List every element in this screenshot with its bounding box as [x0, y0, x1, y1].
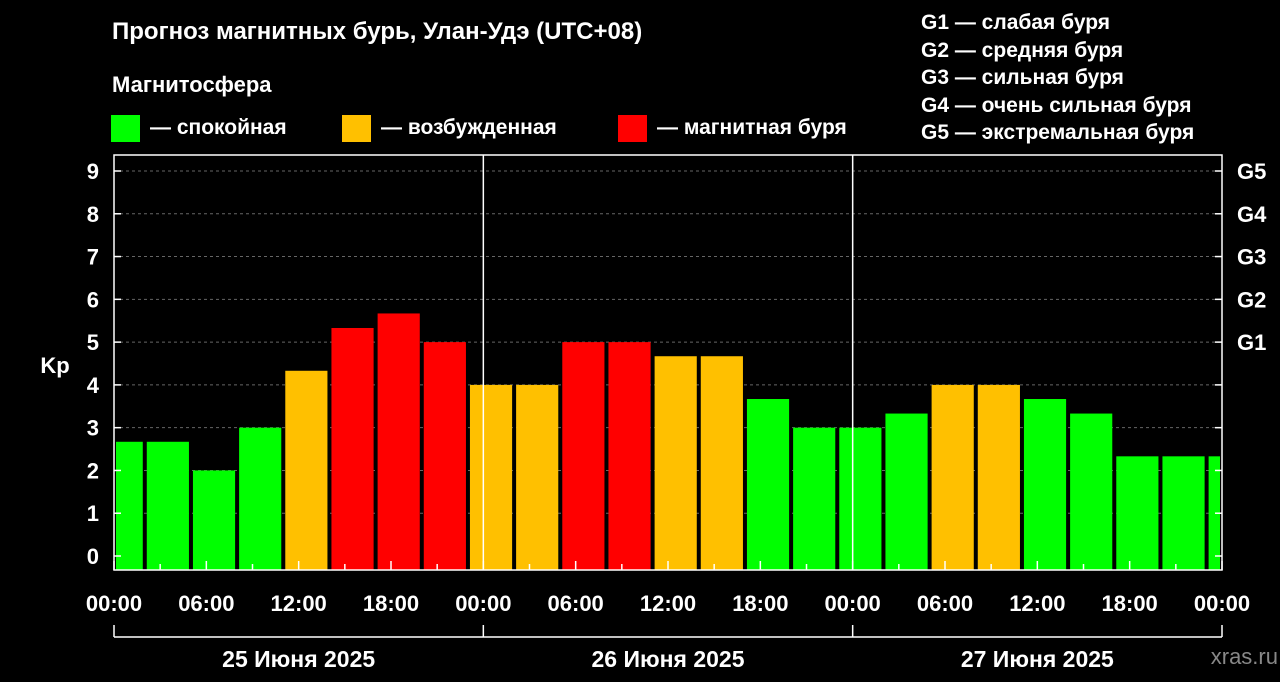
x-tick-label: 00:00 [825, 591, 881, 616]
kp-bar-12 [654, 356, 697, 570]
y-tick-label: 8 [87, 202, 99, 227]
kp-bar-6 [377, 313, 420, 570]
legend-label-storm: — магнитная буря [657, 116, 847, 139]
day-label: 25 Июня 2025 [222, 646, 375, 672]
g-level-label: G4 [1237, 202, 1267, 227]
kp-bar-16 [839, 427, 882, 570]
kp-bar-11 [608, 342, 651, 570]
kp-bar-20 [1023, 399, 1067, 570]
legend-label-quiet: — спокойная [150, 116, 287, 139]
kp-bar-13 [700, 356, 743, 570]
x-tick-label: 00:00 [86, 591, 142, 616]
x-tick-label: 18:00 [363, 591, 419, 616]
kp-bar-15 [793, 427, 836, 570]
kp-bar-3 [239, 427, 282, 570]
kp-bar-7 [423, 342, 466, 570]
kp-bar-24 [1208, 456, 1220, 570]
x-tick-label: 18:00 [1102, 591, 1158, 616]
y-tick-label: 7 [87, 245, 99, 270]
magnetosphere-legend-title: Магнитосфера [112, 72, 272, 97]
x-tick-label: 12:00 [1009, 591, 1065, 616]
storm-level-g3: G3 — сильная буря [921, 66, 1124, 89]
kp-bar-9 [516, 384, 559, 570]
kp-bar-5 [331, 327, 374, 570]
x-tick-label: 12:00 [640, 591, 696, 616]
kp-bar-14 [746, 399, 790, 570]
y-tick-label: 2 [87, 458, 99, 483]
day-label: 27 Июня 2025 [961, 646, 1114, 672]
kp-bar-4 [285, 370, 328, 570]
g-level-label: G2 [1237, 287, 1266, 312]
x-tick-label: 18:00 [732, 591, 788, 616]
y-tick-label: 5 [87, 330, 99, 355]
kp-bar-23 [1162, 456, 1205, 570]
storm-level-g1: G1 — слабая буря [921, 11, 1111, 34]
y-tick-label: 0 [87, 544, 99, 569]
storm-level-g5: G5 — экстремальная буря [921, 121, 1195, 144]
watermark: xras.ru [1210, 644, 1278, 669]
legend-label-active: — возбужденная [381, 116, 557, 139]
y-tick-label: 1 [87, 501, 99, 526]
x-tick-label: 06:00 [178, 591, 234, 616]
kp-bar-21 [1070, 413, 1113, 570]
y-tick-label: 3 [87, 416, 99, 441]
kp-bar-2 [192, 470, 236, 570]
kp-bar-19 [977, 384, 1020, 570]
kp-bar-10 [562, 342, 605, 570]
y-axis-label: Kp [40, 353, 69, 378]
kp-bar-8 [469, 384, 513, 570]
legend-item-active: — возбужденная [342, 114, 557, 142]
legend-swatch-storm [618, 114, 647, 142]
legend-swatch-quiet [111, 114, 140, 142]
chart-title: Прогноз магнитных бурь, Улан-Удэ (UTC+08… [112, 18, 643, 45]
y-tick-label: 6 [87, 287, 99, 312]
kp-bar-17 [885, 413, 928, 570]
g-level-label: G1 [1237, 330, 1266, 355]
legend-item-quiet: — спокойная [111, 114, 287, 142]
storm-level-legend: G1 — слабая буря G2 — средняя буря G3 — … [921, 9, 1194, 147]
g-level-label: G3 [1237, 245, 1266, 270]
legend-swatch-active [342, 114, 371, 142]
storm-level-g4: G4 — очень сильная буря [921, 93, 1192, 117]
x-tick-label: 00:00 [455, 591, 511, 616]
x-tick-label: 00:00 [1194, 591, 1250, 616]
g-level-label: G5 [1237, 159, 1266, 184]
storm-level-g2: G2 — средняя буря [921, 38, 1124, 62]
kp-bar-0 [116, 441, 143, 570]
x-tick-label: 06:00 [548, 591, 604, 616]
kp-bar-1 [146, 441, 189, 570]
x-tick-label: 12:00 [271, 591, 327, 616]
legend-item-storm: — магнитная буря [618, 114, 847, 142]
y-tick-label: 4 [87, 373, 100, 398]
day-label: 26 Июня 2025 [591, 646, 744, 672]
y-tick-label: 9 [87, 159, 99, 184]
kp-bar-22 [1116, 456, 1159, 570]
kp-bar-18 [931, 384, 974, 570]
x-tick-label: 06:00 [917, 591, 973, 616]
